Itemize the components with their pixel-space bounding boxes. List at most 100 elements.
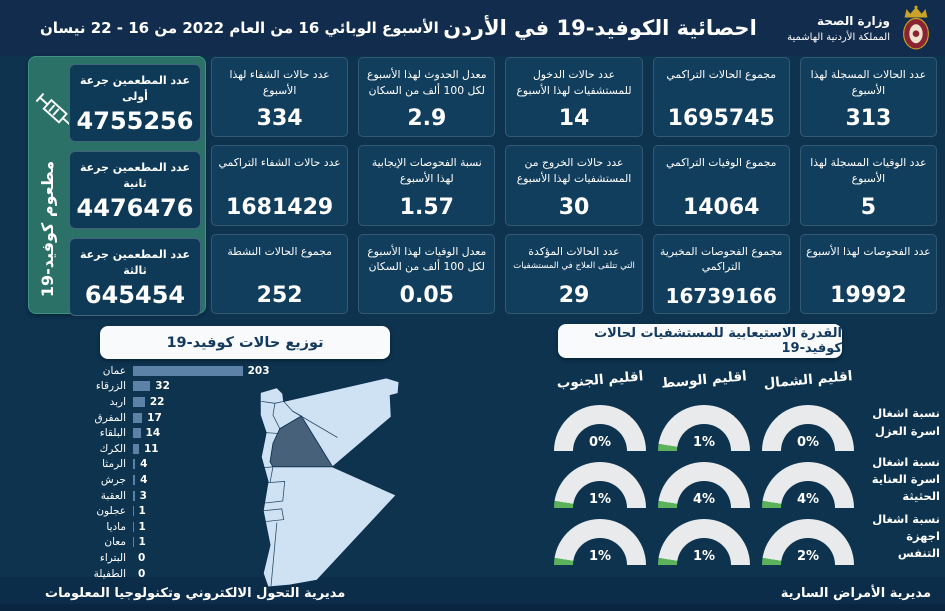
gauge-value: 4%: [796, 492, 820, 507]
stat-card-label: نسبة الفحوصات الإيجابية لهذا الأسبوع: [371, 156, 482, 185]
page-title: احصائية الكوفيد-19 في الأردن: [443, 16, 757, 40]
stat-card: عدد الحالات المسجلة لهذا الأسبوع 313: [799, 57, 937, 138]
gauge-cell: 1%: [548, 451, 652, 508]
gauge-value: 0%: [796, 435, 820, 450]
bar-row: البلقاء 14: [40, 425, 270, 441]
bar-value-label: 4: [140, 473, 148, 486]
gauge-row-label: نسبة اشغال اسرة العناية الحثيثة: [871, 454, 940, 504]
bar-category-label: الطفيلة: [93, 567, 126, 580]
bar: [133, 381, 151, 392]
stat-card-label: مجموع الفحوصات المخبرية التراكمي: [660, 244, 783, 274]
gauge-cell: 1%: [652, 394, 756, 451]
bar-row: الطفيلة 0: [40, 566, 270, 582]
gauge: 1%: [554, 458, 646, 508]
footer-diseases-directorate: مديرية الأمراض السارية: [780, 586, 931, 601]
bar: [133, 428, 141, 439]
vaccination-card-label: عدد المطعمين جرعة ثانية: [79, 160, 191, 190]
stat-card: مجموع الحالات التراكمي 1695745: [652, 57, 790, 138]
bar: [133, 506, 134, 517]
gauge-cell: 4%: [652, 451, 756, 508]
syringe-icon: [35, 93, 73, 127]
bar: [133, 490, 135, 501]
stat-card-sublabel: التي تتلقى العلاج في المستشفيات: [513, 261, 635, 272]
gauge-cell: 1%: [548, 508, 652, 565]
gauge: 0%: [762, 401, 854, 451]
gauge: 2%: [762, 515, 854, 565]
stat-card-value: 16739166: [665, 284, 777, 308]
vaccination-card: عدد المطعمين جرعة أولى 4755256: [69, 64, 201, 142]
stat-card: مجموع الفحوصات المخبرية التراكمي 16739166: [652, 233, 790, 314]
vaccination-card-value: 645454: [84, 280, 186, 309]
gauge-value: 2%: [796, 549, 820, 564]
vaccination-card: عدد المطعمين جرعة ثالثة 645454: [69, 237, 201, 316]
stat-card-value: 2.9: [407, 106, 447, 132]
bar-row: عمان 203: [40, 363, 270, 379]
stat-card-value: 14: [558, 106, 590, 132]
stat-card: عدد حالات الشفاء التراكمي 1681429: [211, 145, 349, 226]
stat-card: معدل الحدوث لهذا الأسبوع لكل 100 ألف من …: [358, 57, 496, 138]
stat-card: معدل الوفيات لهذا الأسبوع لكل 100 ألف من…: [358, 233, 496, 314]
bar-value-label: 14: [145, 427, 161, 440]
bar-category-label: الرمثا: [102, 458, 126, 471]
gauge-row-label: نسبة اشغال اسرة العزل: [872, 406, 940, 438]
stat-card-label: عدد الفحوصات لهذا الأسبوع: [806, 244, 931, 258]
bar-row: ماديا 1: [40, 519, 270, 535]
gauge-value: 4%: [692, 492, 716, 507]
gauge-cell: 1%: [652, 508, 756, 565]
gauge-value: 0%: [588, 435, 612, 450]
stat-card: مجموع الوفيات التراكمي 14064: [652, 145, 790, 226]
stat-card: عدد حالات الخروج من المستشفيات لهذا الأس…: [505, 145, 643, 226]
bar-category-label: جرش: [100, 473, 126, 486]
gauge-value: 1%: [588, 549, 612, 564]
bar: [133, 459, 136, 470]
bar-value-label: 11: [143, 442, 159, 455]
jordan-map: [259, 377, 400, 588]
stat-card-value: 5: [860, 194, 877, 220]
vaccinated-side-label: مطعوم كوفيد-19: [38, 160, 57, 298]
stat-card-label: مجموع الوفيات التراكمي: [665, 156, 777, 170]
bar-row: الكرك 11: [40, 441, 270, 457]
stat-card-label: معدل الحدوث لهذا الأسبوع لكل 100 ألف من …: [367, 68, 487, 97]
bar-row: اربد 22: [40, 394, 270, 410]
kingdom-name: المملكة الأردنية الهاشمية: [787, 31, 890, 43]
bar-row: العقبة 3: [40, 488, 270, 504]
gauge-column-header: اقليم الوسط: [660, 368, 748, 392]
stat-card-value: 1.57: [399, 194, 454, 220]
bar: [133, 537, 134, 548]
stat-card: عدد الحالات المؤكدة التي تتلقى العلاج في …: [505, 233, 643, 314]
stats-grid: عدد الحالات المسجلة لهذا الأسبوع 313 عدد ا…: [211, 57, 937, 314]
stat-card-value: 19992: [830, 283, 907, 308]
bar-value-label: 1: [138, 536, 146, 549]
gauge-column-header: اقليم الجنوب: [556, 368, 644, 392]
bar-row: معان 1: [40, 535, 270, 551]
gauge-column-header: اقليم الشمال: [762, 368, 854, 392]
stat-card-label: عدد الحالات المؤكدة التي تتلقى العلاج في …: [513, 244, 635, 272]
bar-row: المفرق 17: [40, 410, 270, 426]
vaccination-cards: عدد المطعمين جرعة أولى 4755256 عدد المطعمي…: [69, 64, 201, 316]
bar: [133, 443, 139, 454]
gauge-value: 1%: [588, 492, 612, 507]
bar-value-label: 32: [155, 380, 170, 393]
bar-category-label: البلقاء: [99, 427, 126, 440]
ministry-logo-icon: [903, 5, 929, 50]
cases-bar-chart: عمان 203 الزرقاء 32 اربد 22 المفرق 17 البلقاء 14 ا…: [40, 363, 270, 581]
bar-category-label: الزرقاء: [95, 380, 126, 393]
bar-category-label: ماديا: [106, 520, 126, 533]
bar: [133, 365, 243, 376]
gauge: 0%: [554, 401, 646, 451]
capacity-gauge-grid: اقليم الشمال اقليم الوسط اقليم الجنوب نسبة …: [544, 366, 940, 565]
gauge-cell: 0%: [548, 394, 652, 451]
distribution-title: توزيع حالات كوفيد-19: [100, 326, 390, 359]
stat-card-value: 334: [256, 106, 303, 132]
stat-card-label: عدد حالات الشفاء التراكمي: [218, 156, 341, 170]
vaccination-panel: مطعوم كوفيد-19 عدد المطعمين جرعة أولى 475…: [28, 56, 206, 316]
bar-category-label: المفرق: [94, 411, 126, 424]
stat-card: نسبة الفحوصات الإيجابية لهذا الأسبوع 1.57: [358, 145, 496, 226]
vaccination-card-value: 4755256: [76, 106, 194, 135]
stat-card-value: 1681429: [226, 194, 334, 220]
stat-card: عدد حالات الدخول للمستشفيات لهذا الأسبوع…: [505, 57, 643, 138]
gauge: 1%: [554, 515, 646, 565]
bottom-strip: [0, 604, 945, 611]
capacity-title: القدرة الاستيعابية للمستشفيات لحالات كوف…: [558, 324, 842, 358]
